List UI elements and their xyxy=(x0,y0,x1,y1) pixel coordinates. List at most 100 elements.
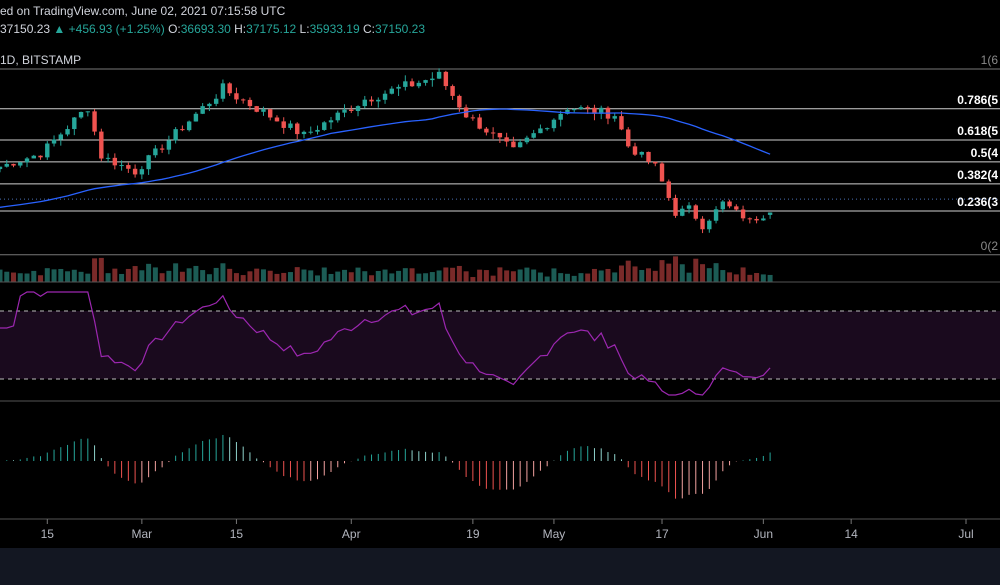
candle-body xyxy=(504,137,509,142)
candle-body xyxy=(288,123,293,128)
candle-body xyxy=(436,71,442,79)
volume-bar xyxy=(598,270,604,282)
candle-body xyxy=(274,117,280,122)
volume-bar xyxy=(348,272,354,282)
candle-body xyxy=(484,128,489,133)
volume-bar xyxy=(396,270,402,282)
candle-body xyxy=(571,109,577,111)
candle-body xyxy=(355,106,361,112)
candle-body xyxy=(558,113,563,120)
volume-bar xyxy=(747,274,753,282)
volume-bar xyxy=(551,268,557,282)
candle-body xyxy=(470,117,476,119)
volume-bar xyxy=(585,273,591,282)
candle-body xyxy=(531,133,536,138)
volume-bar xyxy=(504,270,510,282)
candle-body xyxy=(700,218,705,230)
candle-body xyxy=(200,106,205,114)
candle-body xyxy=(578,107,584,110)
candle-body xyxy=(592,107,597,114)
candle-body xyxy=(4,163,9,167)
candle-body xyxy=(497,132,503,138)
candle-body xyxy=(159,148,165,150)
candle-body xyxy=(234,93,239,100)
candle-body xyxy=(119,165,124,167)
candle-body xyxy=(11,163,16,166)
open-value: 36693.30 xyxy=(180,22,231,36)
published-caption: ed on TradingView.com, June 02, 2021 07:… xyxy=(0,4,285,18)
volume-bar xyxy=(125,268,131,282)
candle-body xyxy=(734,206,739,210)
volume-bar xyxy=(740,267,746,282)
last-price: 37150.23 xyxy=(0,22,51,36)
symbol-title: 1D, BITSTAMP xyxy=(0,53,81,67)
candle-body xyxy=(186,121,192,131)
x-tick-label: 15 xyxy=(230,527,244,541)
volume-bar xyxy=(179,271,185,282)
volume-bar xyxy=(652,270,658,282)
volume-bar xyxy=(706,268,712,282)
volume-bar xyxy=(760,274,766,282)
moving-average-line xyxy=(0,108,771,208)
candle-body xyxy=(747,218,753,220)
volume-bar xyxy=(578,273,584,282)
volume-bar xyxy=(470,277,476,282)
candle-body xyxy=(727,201,732,207)
volume-bar xyxy=(206,274,212,282)
candle-body xyxy=(281,121,286,128)
candle-body xyxy=(362,99,367,107)
candle-body xyxy=(565,109,570,114)
volume-bar xyxy=(497,267,503,282)
volume-bar xyxy=(193,265,199,282)
x-tick-label: May xyxy=(543,527,566,541)
low-value: 35933.19 xyxy=(309,22,360,36)
volume-bar xyxy=(490,275,496,282)
candle-body xyxy=(31,155,36,159)
volume-bar xyxy=(355,267,361,282)
volume-bar xyxy=(409,268,415,282)
candle-body xyxy=(382,93,388,100)
volume-bar xyxy=(186,268,192,282)
volume-bar xyxy=(693,258,699,282)
volume-bar xyxy=(321,267,327,282)
x-tick-label: Apr xyxy=(342,527,361,541)
candle-body xyxy=(517,142,523,148)
volume-bar xyxy=(646,268,652,282)
candle-body xyxy=(707,220,712,230)
candle-body xyxy=(254,106,259,112)
volume-bar xyxy=(287,272,293,282)
fib-label: 0(2 xyxy=(981,239,999,253)
candle-body xyxy=(240,99,246,101)
time-axis: 15 Mar 15 Apr 19 May 17 Jun 14 Jul xyxy=(41,519,974,541)
volume-bar xyxy=(200,270,206,282)
volume-bar xyxy=(369,275,375,282)
volume-bar xyxy=(571,275,577,282)
volume-bar xyxy=(443,267,449,282)
volume-bar xyxy=(254,268,260,282)
candle-body xyxy=(342,109,347,113)
volume-bar xyxy=(423,273,429,282)
volume-bar xyxy=(632,266,638,282)
volume-bar xyxy=(659,260,665,282)
price-change: +456.93 (+1.25%) xyxy=(68,22,165,36)
candle-body xyxy=(693,205,698,219)
x-tick-label: Jul xyxy=(958,527,973,541)
volume-bar xyxy=(294,267,300,282)
volume-bar xyxy=(267,270,273,282)
candle-body xyxy=(767,212,773,215)
volume-bar xyxy=(625,260,631,282)
candle-body xyxy=(686,205,692,209)
candle-body xyxy=(99,131,104,159)
candle-body xyxy=(376,99,381,102)
candle-body xyxy=(261,109,266,112)
candle-body xyxy=(396,86,401,89)
volume-bar xyxy=(17,273,23,282)
volume-bar xyxy=(537,272,543,282)
volume-bar xyxy=(105,273,111,282)
fibonacci-retracement: 1(6 0.786(5 0.618(5 0.5(4 0.382(4 0.236(3 0(2 xyxy=(0,53,1000,256)
volume-bar xyxy=(402,268,408,282)
volume-bar xyxy=(673,256,679,282)
volume-bar xyxy=(436,270,442,282)
volume-bar xyxy=(342,269,348,282)
